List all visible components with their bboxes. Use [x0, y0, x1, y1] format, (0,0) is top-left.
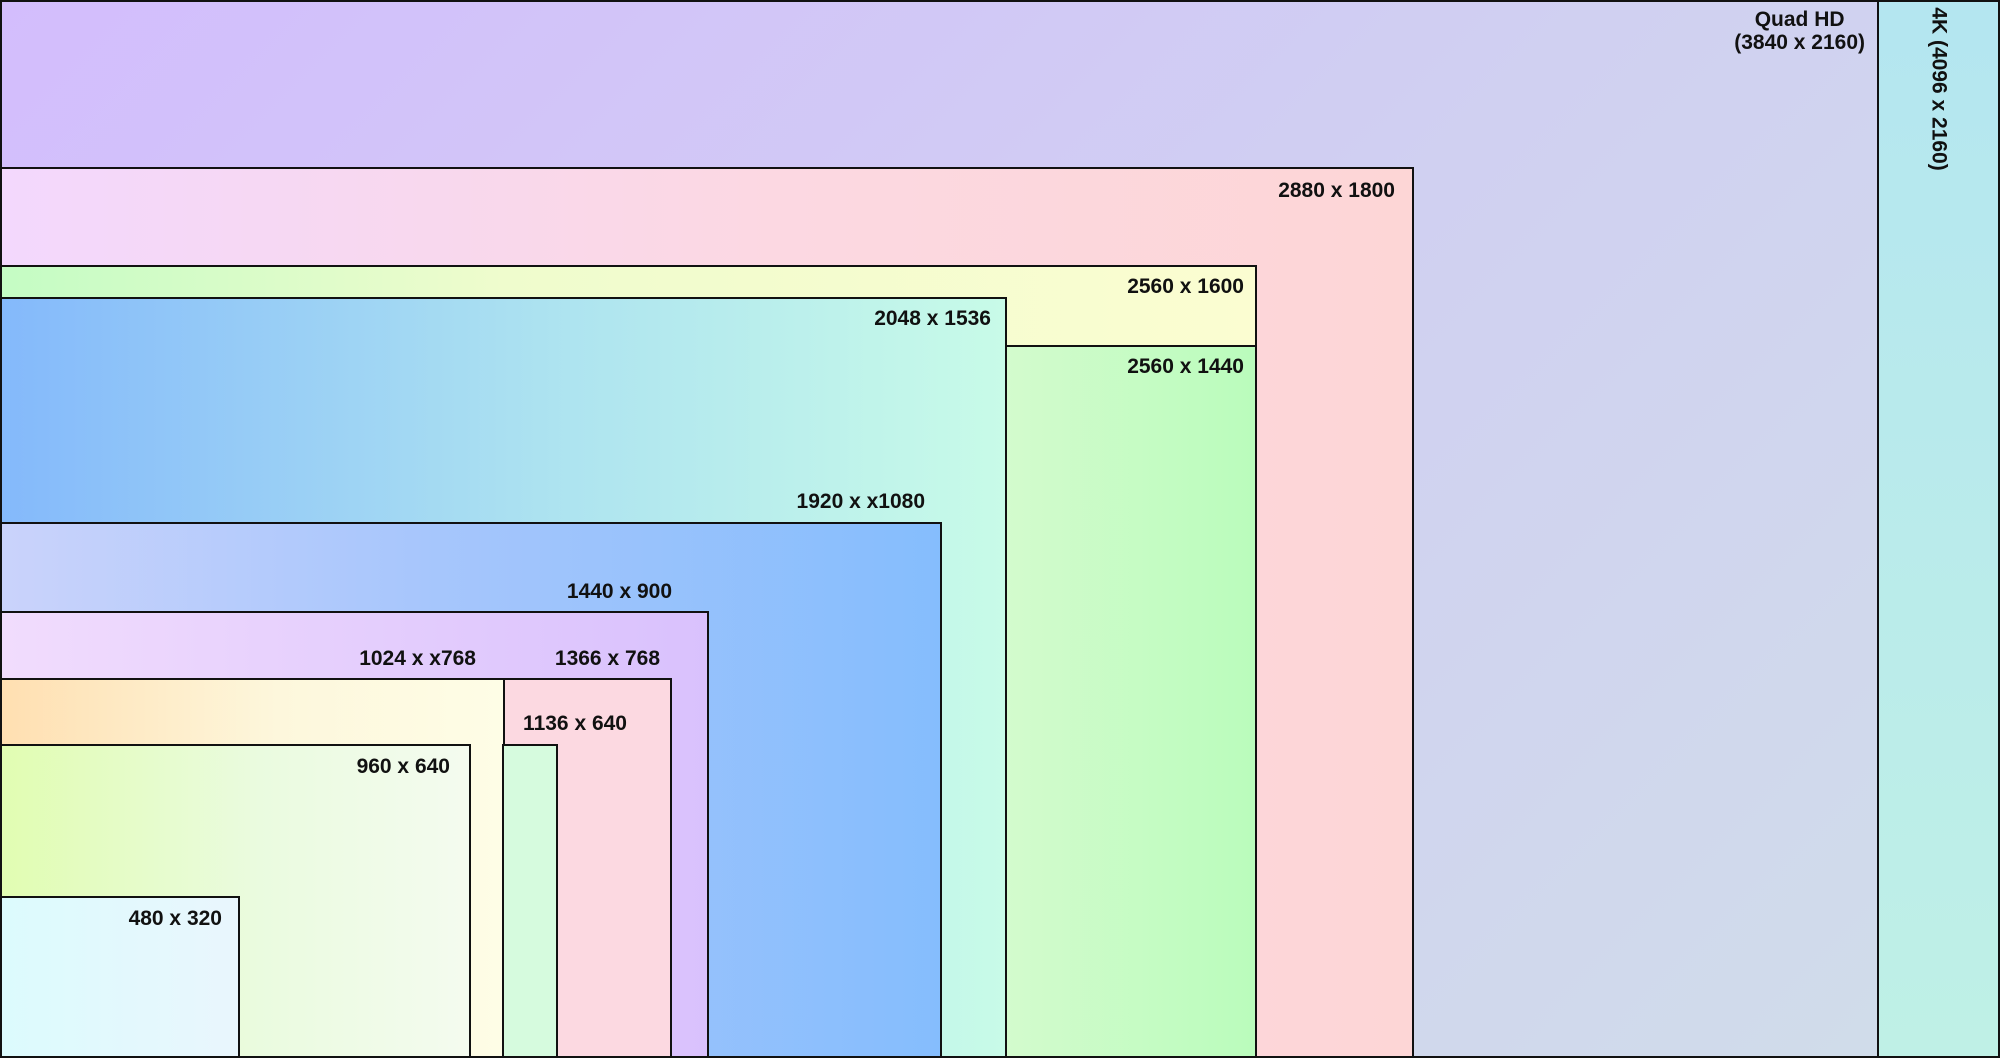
4k-label: 4K (4096 x 2160) [1927, 7, 1951, 171]
quad-hd-label: Quad HD (3840 x 2160) [1734, 8, 1865, 54]
4k-rect [1877, 0, 2000, 1058]
1136x640-rect [502, 744, 558, 1058]
960x640-label: 960 x 640 [356, 755, 450, 778]
1366x768-label: 1366 x 768 [554, 647, 660, 670]
2560x1600-label: 2560 x 1600 [1127, 275, 1244, 298]
1024x768-label: 1024 x x768 [359, 647, 476, 670]
1920x1080-label: 1920 x x1080 [796, 490, 925, 513]
2880x1800-label: 2880 x 1800 [1278, 179, 1395, 202]
2048x1536-label: 2048 x 1536 [874, 307, 991, 330]
480x320-label: 480 x 320 [128, 907, 222, 930]
480x320-rect [0, 896, 240, 1058]
1440x900-label: 1440 x 900 [566, 580, 672, 603]
2560x1440-rect [1005, 345, 1257, 1058]
2560x1440-label: 2560 x 1440 [1127, 355, 1244, 378]
1136x640-label: 1136 x 640 [523, 712, 627, 735]
